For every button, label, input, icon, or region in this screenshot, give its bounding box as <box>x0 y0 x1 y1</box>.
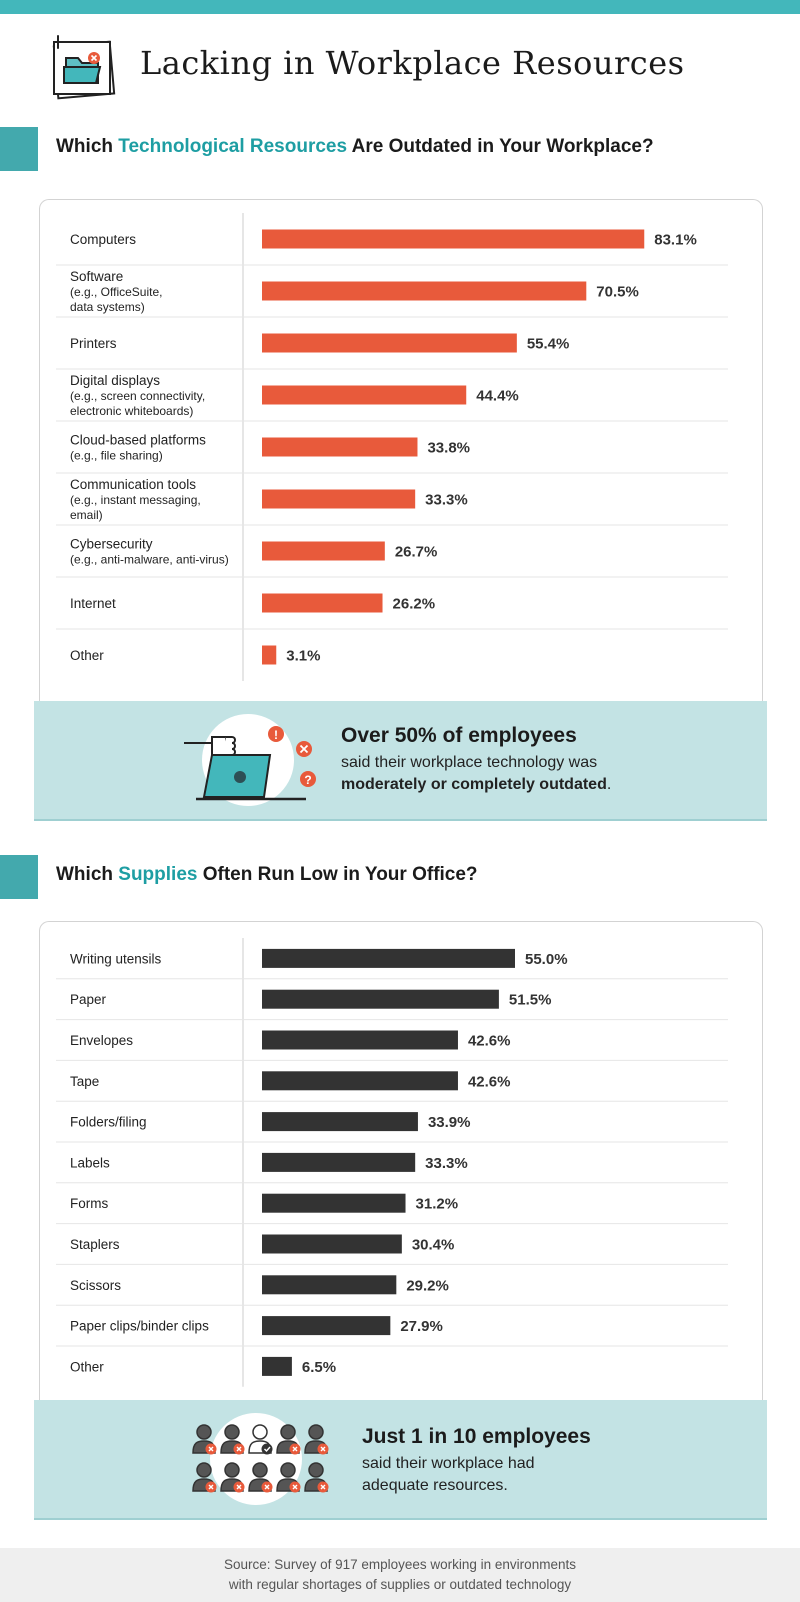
bar <box>262 437 418 457</box>
value-label: 3.1% <box>286 648 320 665</box>
category-label: Other <box>70 648 104 663</box>
category-label: Cloud-based platforms (e.g., file sharing… <box>70 433 206 463</box>
category-label: Writing utensils <box>70 951 162 966</box>
value-label: 33.9% <box>428 1114 471 1131</box>
value-label: 33.3% <box>425 1155 468 1172</box>
category-label: Staplers <box>70 1237 120 1252</box>
value-label: 55.4% <box>527 336 570 353</box>
people-grid-icon <box>192 1424 329 1493</box>
bar <box>262 1152 416 1172</box>
footer: Source: Survey of 917 employees working … <box>0 1548 800 1602</box>
value-label: 6.5% <box>302 1359 336 1376</box>
bar <box>262 1356 292 1376</box>
category-label: Digital displays (e.g., screen connectivi… <box>70 373 205 418</box>
category-label: Scissors <box>70 1278 121 1293</box>
bar <box>262 1234 402 1254</box>
category-label: Other <box>70 1359 104 1374</box>
person-icon <box>276 1424 301 1455</box>
callout-headline: Just 1 in 10 employees <box>362 1425 591 1448</box>
callout-text: said their workplace had adequate resour… <box>362 1455 535 1494</box>
source-note: Source: Survey of 917 employees working … <box>224 1557 576 1572</box>
person-icon <box>304 1462 329 1493</box>
person-icon <box>192 1462 217 1493</box>
value-label: 30.4% <box>412 1237 455 1254</box>
category-label: Folders/filing <box>70 1115 147 1130</box>
svg-text:!: ! <box>274 728 278 742</box>
bar <box>262 333 517 353</box>
folder-paper-icon <box>52 35 116 100</box>
callout-headline: Over 50% of employees <box>341 724 577 747</box>
value-label: 42.6% <box>468 1033 511 1050</box>
bar <box>262 1193 406 1213</box>
bar <box>262 645 277 665</box>
bar <box>262 989 499 1009</box>
technology-callout: ! ? Over 50% of employees said their wor… <box>34 701 767 821</box>
supplies-chart-card: Writing utensils 55.0% Paper 51.5% Envelopes… <box>39 921 763 1401</box>
value-label: 42.6% <box>468 1073 511 1090</box>
person-icon <box>248 1462 273 1493</box>
category-label: Paper clips/binder clips <box>70 1319 209 1334</box>
bar <box>262 385 467 405</box>
category-label: Envelopes <box>70 1033 133 1048</box>
value-label: 29.2% <box>406 1277 449 1294</box>
value-label: 70.5% <box>596 284 639 301</box>
section-marker <box>0 855 38 899</box>
category-label: Computers <box>70 232 136 247</box>
person-icon <box>304 1424 329 1455</box>
bar <box>262 281 587 301</box>
bar <box>262 489 416 509</box>
value-label: 51.5% <box>509 992 552 1009</box>
value-label: 31.2% <box>416 1196 459 1213</box>
section-title-technology: Which Technological Resources Are Outdat… <box>56 136 654 157</box>
bar <box>262 229 645 249</box>
bar <box>262 1112 418 1132</box>
person-icon <box>248 1424 273 1455</box>
bar <box>262 593 383 613</box>
value-label: 26.2% <box>393 596 436 613</box>
category-label: Labels <box>70 1155 110 1170</box>
svg-text:?: ? <box>304 773 311 787</box>
person-icon <box>192 1424 217 1455</box>
person-icon <box>220 1424 245 1455</box>
callout-text: said their workplace technology was mode… <box>341 754 612 793</box>
source-note: with regular shortages of supplies or ou… <box>228 1577 572 1592</box>
bar <box>262 1071 458 1091</box>
value-label: 55.0% <box>525 951 568 968</box>
bar <box>262 541 385 561</box>
value-label: 83.1% <box>654 232 697 249</box>
bar <box>262 948 515 968</box>
value-label: 44.4% <box>476 388 519 405</box>
bar <box>262 1316 391 1336</box>
person-icon <box>220 1462 245 1493</box>
category-label: Paper <box>70 992 107 1007</box>
supplies-bar-chart: Writing utensils 55.0% Paper 51.5% Envelopes… <box>56 938 728 1387</box>
value-label: 27.9% <box>400 1318 443 1335</box>
bar <box>262 1275 397 1295</box>
value-label: 26.7% <box>395 544 438 561</box>
category-label: Software (e.g., OfficeSuite, data systems) <box>70 269 163 314</box>
person-icon <box>276 1462 301 1493</box>
category-label: Tape <box>70 1074 99 1089</box>
bar <box>262 1030 458 1050</box>
technology-bar-chart: Computers 83.1% Software (e.g., OfficeSuite… <box>56 213 728 681</box>
category-label: Communication tools (e.g., instant messag… <box>70 477 201 522</box>
resources-callout: Just 1 in 10 employees said their workpl… <box>34 1400 767 1520</box>
section-title-supplies: Which Supplies Often Run Low in Your Off… <box>56 864 478 885</box>
value-label: 33.8% <box>427 440 470 457</box>
section-marker <box>0 127 38 171</box>
page-title: Lacking in Workplace Resources <box>140 44 685 82</box>
top-accent-bar <box>0 0 800 14</box>
technology-chart-card: Computers 83.1% Software (e.g., OfficeSuite… <box>39 199 763 702</box>
value-label: 33.3% <box>425 492 468 509</box>
laptop-thumbs-down-icon: ! ? <box>184 726 316 801</box>
category-label: Cybersecurity (e.g., anti-malware, anti-v… <box>70 537 229 567</box>
category-label: Forms <box>70 1196 108 1211</box>
category-label: Internet <box>70 596 116 611</box>
category-label: Printers <box>70 336 117 351</box>
